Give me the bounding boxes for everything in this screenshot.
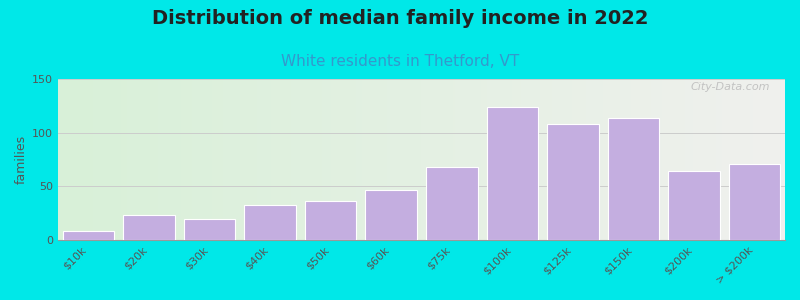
Bar bbox=[62, 231, 114, 240]
Bar bbox=[668, 171, 720, 240]
Bar bbox=[729, 164, 781, 240]
Bar bbox=[426, 167, 478, 240]
Bar bbox=[244, 205, 296, 240]
Bar bbox=[486, 107, 538, 240]
Bar bbox=[305, 201, 356, 240]
Bar bbox=[184, 219, 235, 240]
Bar bbox=[366, 190, 417, 240]
Text: City-Data.com: City-Data.com bbox=[691, 82, 770, 92]
Bar bbox=[123, 215, 174, 240]
Text: White residents in Thetford, VT: White residents in Thetford, VT bbox=[281, 54, 519, 69]
Bar bbox=[608, 118, 659, 240]
Bar bbox=[547, 124, 598, 240]
Text: Distribution of median family income in 2022: Distribution of median family income in … bbox=[152, 9, 648, 28]
Y-axis label: families: families bbox=[15, 135, 28, 184]
